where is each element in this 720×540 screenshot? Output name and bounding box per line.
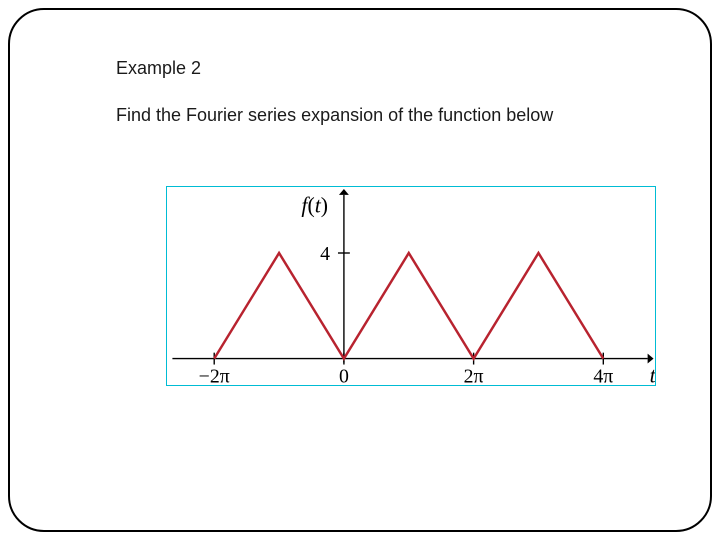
svg-text:2π: 2π	[464, 365, 484, 385]
svg-text:−2π: −2π	[199, 365, 230, 385]
slide-frame: Example 2 Find the Fourier series expans…	[8, 8, 712, 532]
example-title: Example 2	[116, 58, 668, 79]
figure-svg: 4 −2π 0 2π 4π f(t) t	[167, 187, 655, 385]
slide-content: Example 2 Find the Fourier series expans…	[10, 10, 710, 386]
svg-text:t: t	[650, 363, 655, 385]
svg-text:4π: 4π	[593, 365, 613, 385]
svg-text:0: 0	[339, 365, 349, 385]
svg-text:4: 4	[320, 243, 330, 265]
example-prompt: Find the Fourier series expansion of the…	[116, 105, 668, 126]
triangle-wave-figure: 4 −2π 0 2π 4π f(t) t	[166, 186, 656, 386]
svg-text:f(t): f(t)	[301, 194, 328, 218]
